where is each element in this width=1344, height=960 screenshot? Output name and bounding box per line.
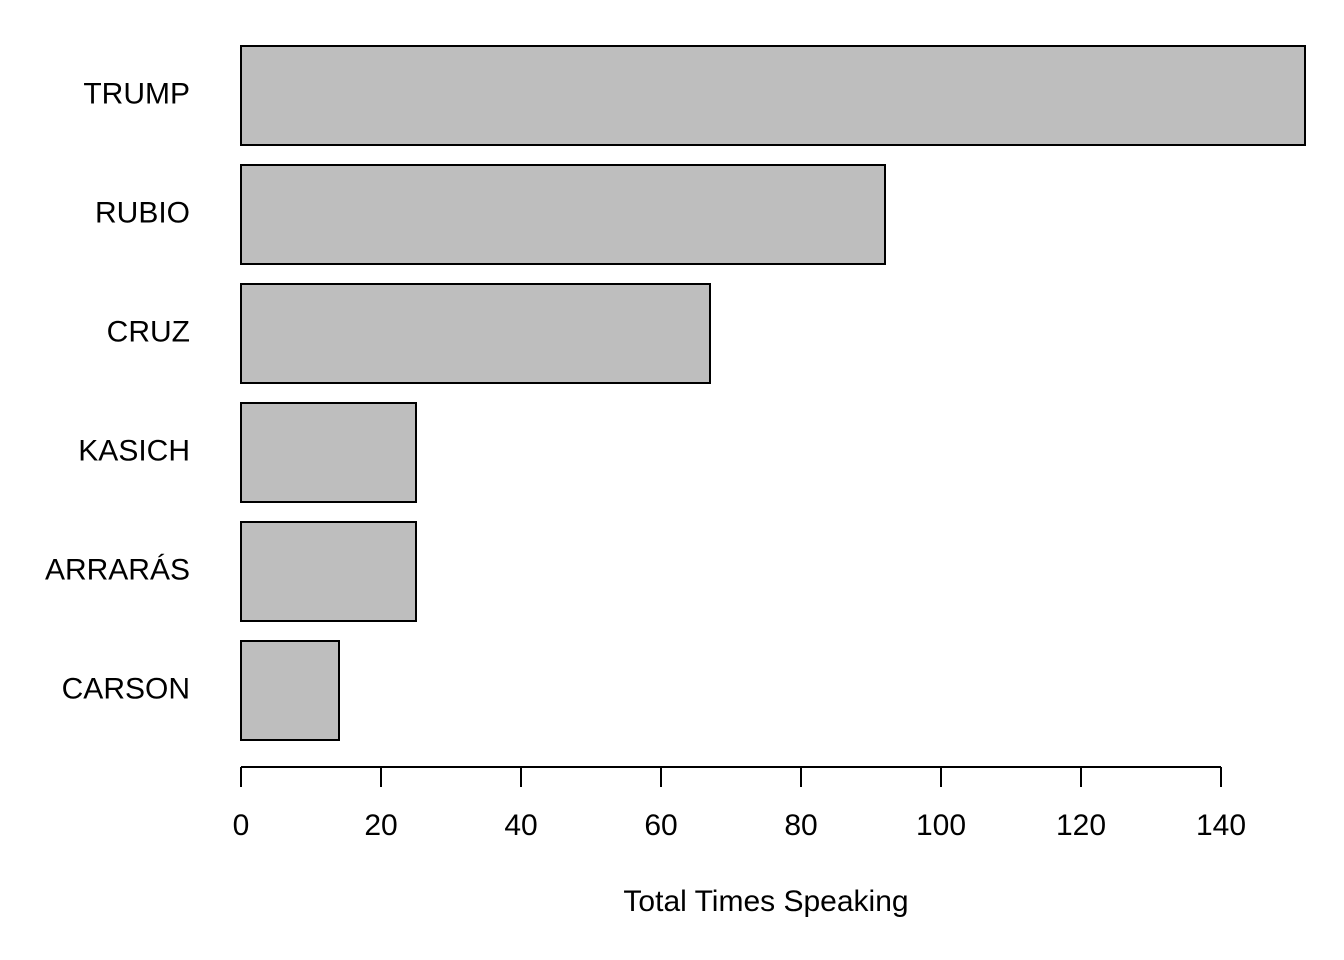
bar xyxy=(240,640,340,741)
y-tick-label: ARRARÁS xyxy=(45,553,190,586)
bar xyxy=(240,164,886,265)
x-tick-label: 80 xyxy=(784,809,817,842)
x-tick-label: 100 xyxy=(916,809,966,842)
bar xyxy=(240,283,711,384)
y-tick-label: CARSON xyxy=(62,672,190,705)
y-tick-label: TRUMP xyxy=(83,77,190,110)
y-tick-label: KASICH xyxy=(78,434,190,467)
x-tick-label: 140 xyxy=(1196,809,1246,842)
bar xyxy=(240,45,1306,146)
x-tick-label: 40 xyxy=(504,809,537,842)
x-axis-label: Total Times Speaking xyxy=(623,885,908,918)
bar xyxy=(240,402,417,503)
y-tick-label: RUBIO xyxy=(95,196,190,229)
x-tick-label: 0 xyxy=(233,809,250,842)
y-tick-label: CRUZ xyxy=(107,315,190,348)
bar xyxy=(240,521,417,622)
x-tick-label: 120 xyxy=(1056,809,1106,842)
x-tick-label: 60 xyxy=(644,809,677,842)
x-tick-label: 20 xyxy=(364,809,397,842)
